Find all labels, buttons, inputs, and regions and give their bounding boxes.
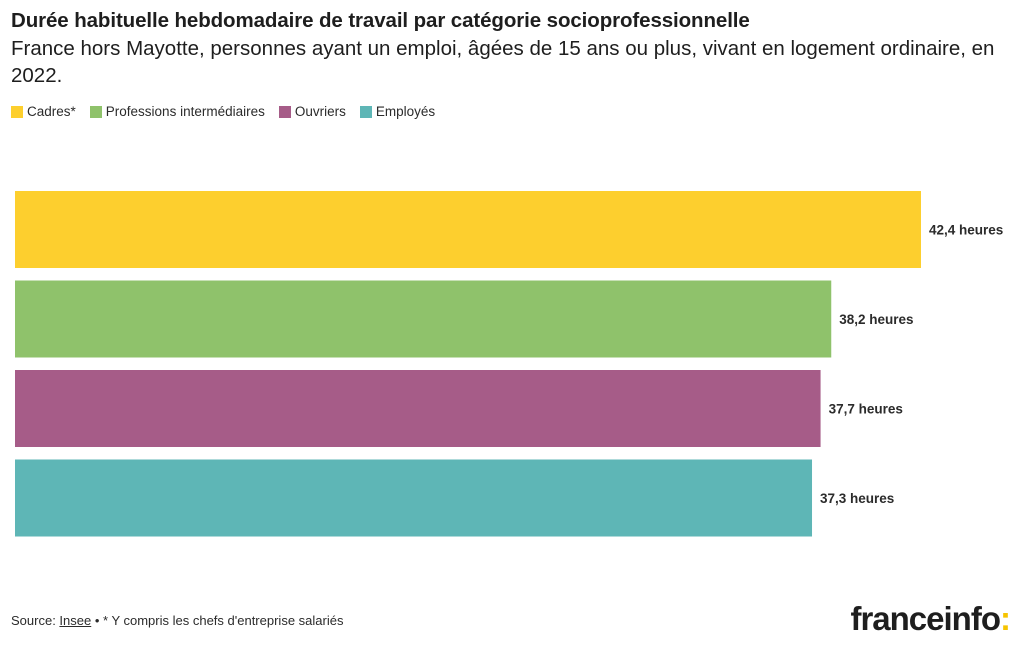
- value-label-3: 37,3 heures: [820, 491, 894, 506]
- legend-label: Cadres*: [27, 104, 76, 119]
- chart-subtitle: France hors Mayotte, personnes ayant un …: [11, 37, 995, 87]
- brand-colon: :: [1000, 600, 1011, 637]
- source-prefix: Source:: [11, 613, 60, 628]
- legend-swatch: [278, 105, 291, 118]
- legend-label: Professions intermédiaires: [105, 104, 265, 119]
- value-label-2: 37,7 heures: [829, 402, 903, 417]
- source-note: Source: Insee • * Y compris les chefs d'…: [11, 613, 343, 628]
- legend-item-professions-intermediaires: Professions intermédiaires: [89, 104, 265, 119]
- value-label-0: 42,4 heures: [929, 223, 1003, 238]
- brand-name: franceinfo: [850, 600, 1001, 637]
- value-label-1: 38,2 heures: [839, 312, 913, 327]
- bar-chart: 42,4 heures 38,2 heures 37,7 heures 37,3 he…: [15, 191, 1003, 537]
- bar-3: [15, 459, 813, 537]
- legend-item-ouvriers: Ouvriers: [278, 104, 346, 119]
- source-link-insee[interactable]: Insee: [59, 613, 92, 628]
- legend: Cadres* Professions intermédiaires Ouvri…: [11, 104, 435, 119]
- legend-item-cadres: Cadres*: [11, 104, 76, 119]
- legend-label: Ouvriers: [294, 104, 346, 119]
- bar-2: [15, 370, 821, 447]
- bar-0: [15, 191, 921, 268]
- bar-1: [15, 280, 832, 358]
- legend-swatch: [359, 105, 372, 118]
- footnote: • * Y compris les chefs d'entreprise sal…: [91, 613, 344, 628]
- legend-swatch: [11, 105, 23, 118]
- legend-item-employes: Employés: [359, 104, 436, 119]
- chart-title: Durée habituelle hebdomadaire de travail…: [11, 9, 750, 32]
- legend-label: Employés: [375, 104, 436, 119]
- legend-swatch: [89, 105, 102, 118]
- franceinfo-logo: franceinfo:: [850, 600, 1011, 638]
